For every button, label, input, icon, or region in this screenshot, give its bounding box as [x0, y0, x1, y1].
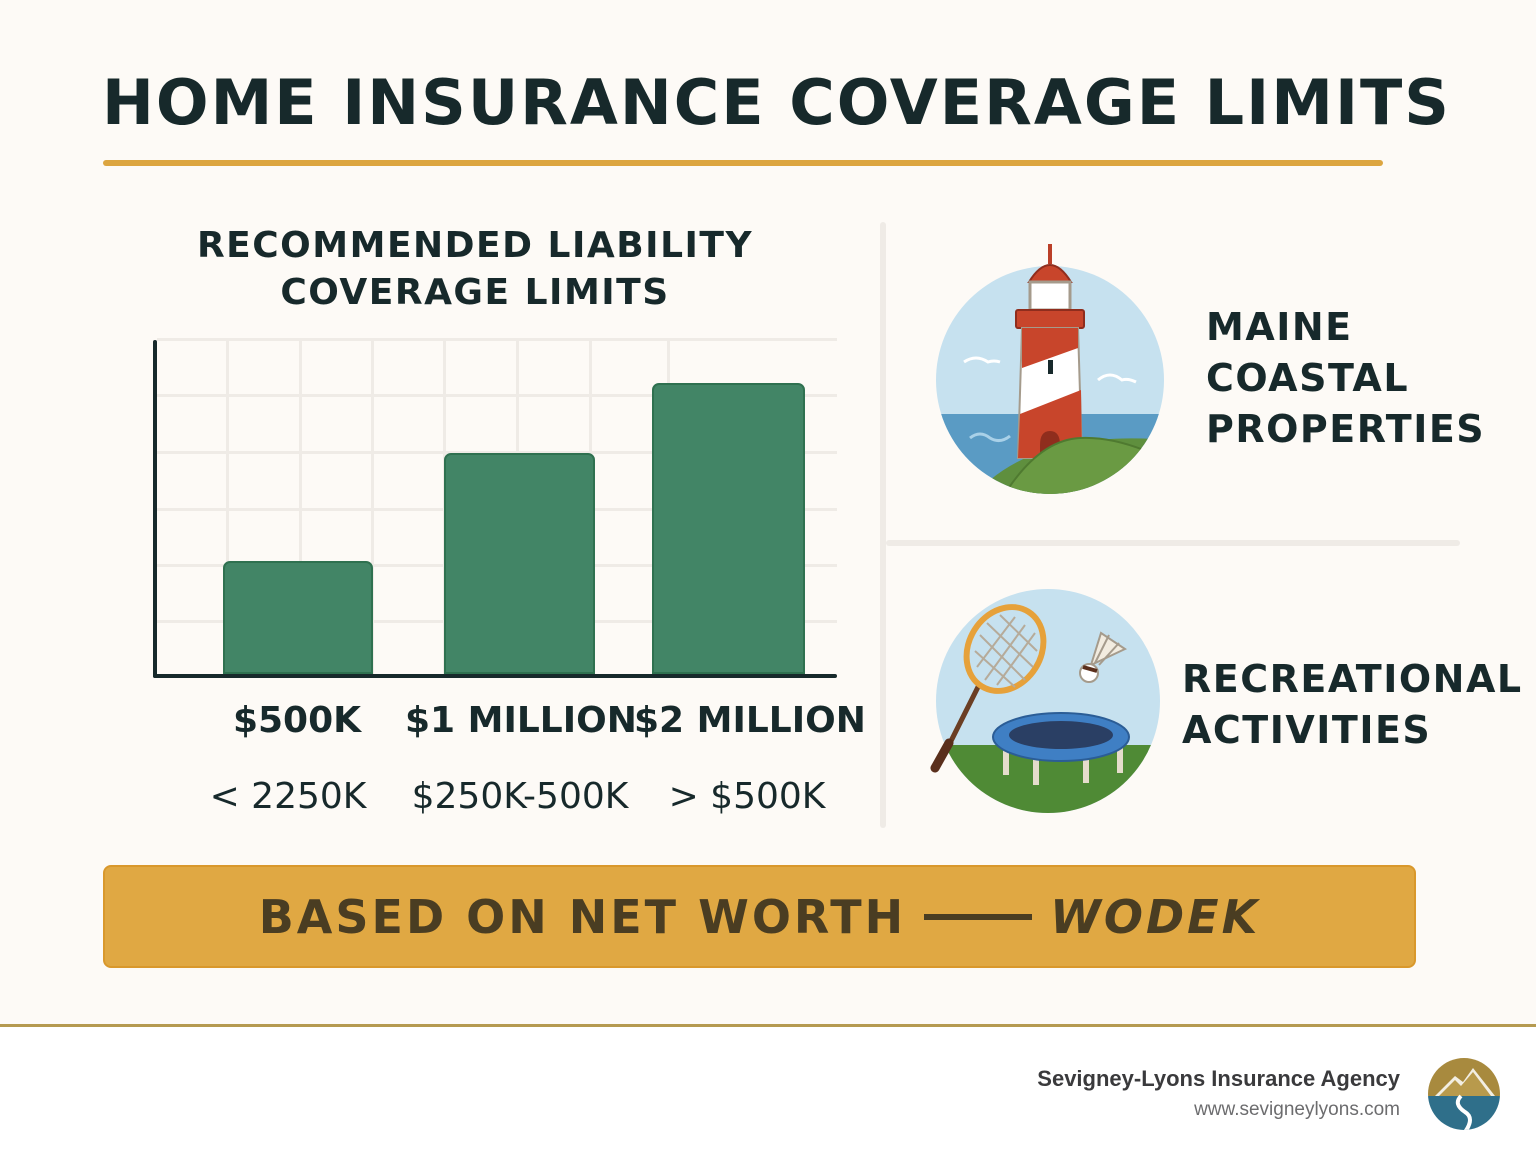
banner-dash — [924, 913, 1033, 920]
agency-logo-icon — [1425, 1056, 1503, 1132]
x-label-net-worth: $250K-500K — [411, 776, 629, 817]
gridline — [226, 338, 229, 678]
bar-500k — [223, 561, 373, 674]
gridline — [157, 451, 837, 454]
gridline — [157, 338, 837, 341]
chart-title: RECOMMENDED LIABILITY COVERAGE LIMITS — [150, 222, 800, 316]
title-underline — [103, 160, 1383, 166]
footer-divider — [0, 1024, 1536, 1027]
banner-text: BASED ON NET WORTH — [258, 889, 907, 944]
recreation-icon — [925, 585, 1165, 820]
x-label-coverage: $2 MILLION — [634, 700, 866, 741]
agency-name: Sevigney-Lyons Insurance Agency — [1037, 1066, 1400, 1091]
agency-url[interactable]: www.sevigneylyons.com — [1194, 1099, 1400, 1120]
y-axis — [153, 340, 157, 678]
x-label-coverage: $1 MILLION — [405, 700, 637, 741]
x-axis — [153, 674, 837, 678]
gridline — [371, 338, 374, 678]
x-label-net-worth: < 2250K — [209, 776, 367, 817]
chart-title-line1: RECOMMENDED LIABILITY — [196, 225, 754, 266]
banner-tail: WODEK — [1050, 889, 1261, 944]
bar-1-million — [444, 453, 595, 674]
horizontal-divider — [886, 540, 1460, 546]
bar-chart-plot — [153, 338, 837, 678]
page-title: HOME INSURANCE COVERAGE LIMITS — [102, 66, 1451, 139]
bar-2-million — [652, 383, 805, 674]
gridline — [299, 338, 302, 678]
net-worth-banner: BASED ON NET WORTH WODEK — [103, 865, 1416, 968]
chart-title-line2: COVERAGE LIMITS — [280, 272, 670, 313]
feature-label-recreational: RECREATIONAL ACTIVITIES — [1182, 657, 1523, 752]
feature-label-maine-coastal: MAINE COASTAL PROPERTIES — [1206, 305, 1486, 451]
vertical-divider — [880, 222, 886, 828]
x-label-net-worth: > $500K — [668, 776, 826, 817]
lighthouse-icon — [930, 240, 1170, 500]
gridline — [157, 394, 837, 397]
footer — [0, 1027, 1536, 1154]
x-label-coverage: $500K — [232, 700, 362, 741]
